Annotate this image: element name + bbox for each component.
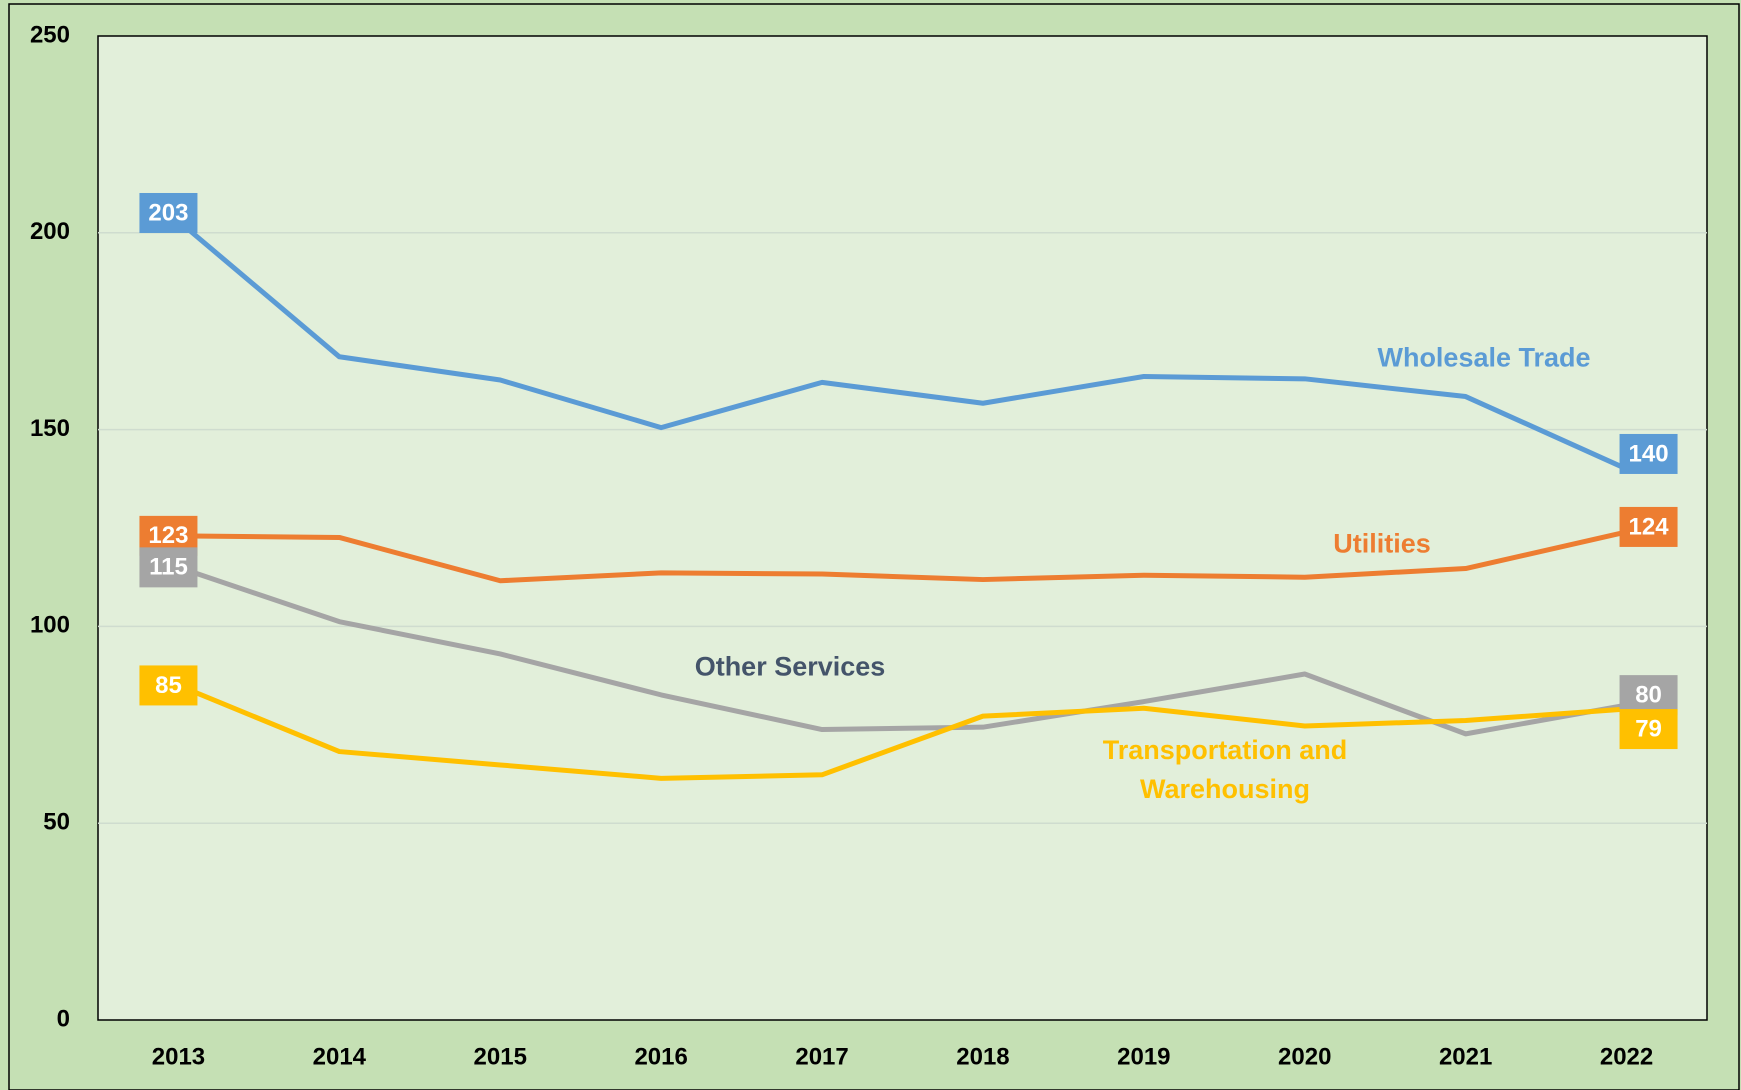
series-line (178, 529, 1628, 584)
data-label-box (1619, 506, 1678, 547)
data-label: 85 (155, 672, 182, 699)
data-label-box (1619, 675, 1678, 716)
series-line (177, 564, 1627, 737)
data-label: 124 (1629, 513, 1670, 540)
data-label: 123 (148, 522, 188, 549)
y-tick-label: 250 (30, 21, 70, 48)
series-line (177, 683, 1627, 781)
x-tick-label: 2013 (152, 1043, 205, 1070)
x-tick-label: 2021 (1439, 1043, 1492, 1070)
y-tick-label: 0 (57, 1005, 70, 1032)
data-label: 79 (1635, 715, 1662, 742)
data-label-box (1619, 709, 1678, 750)
y-tick-label: 100 (30, 612, 70, 639)
data-label-box (139, 192, 198, 233)
data-label: 203 (148, 199, 188, 226)
series-line (176, 219, 1628, 472)
x-tick-label: 2022 (1600, 1043, 1653, 1070)
series-name: Transportation and Warehousing (1102, 735, 1348, 804)
x-tick-label: 2014 (313, 1043, 367, 1070)
data-label: 140 (1629, 440, 1669, 467)
series-name: Other Services (694, 651, 886, 682)
x-tick-label: 2017 (795, 1043, 848, 1070)
data-label: 115 (149, 554, 188, 581)
x-tick-label: 2019 (1117, 1043, 1170, 1070)
series-name: Utilities (1333, 528, 1431, 559)
y-tick-label: 200 (30, 218, 70, 245)
y-tick-label: 150 (30, 415, 70, 442)
data-label-box (139, 665, 198, 706)
x-tick-label: 2016 (634, 1043, 687, 1070)
series-name: Wholesale Trade (1377, 342, 1591, 373)
x-tick-label: 2018 (956, 1043, 1009, 1070)
data-label-box (139, 547, 198, 588)
data-label-box (1619, 433, 1678, 474)
x-tick-label: 2015 (474, 1043, 527, 1070)
x-tick-label: 2020 (1278, 1043, 1331, 1070)
y-tick-label: 50 (43, 809, 70, 836)
plot-area (97, 35, 1708, 1021)
data-label: 80 (1635, 681, 1662, 708)
